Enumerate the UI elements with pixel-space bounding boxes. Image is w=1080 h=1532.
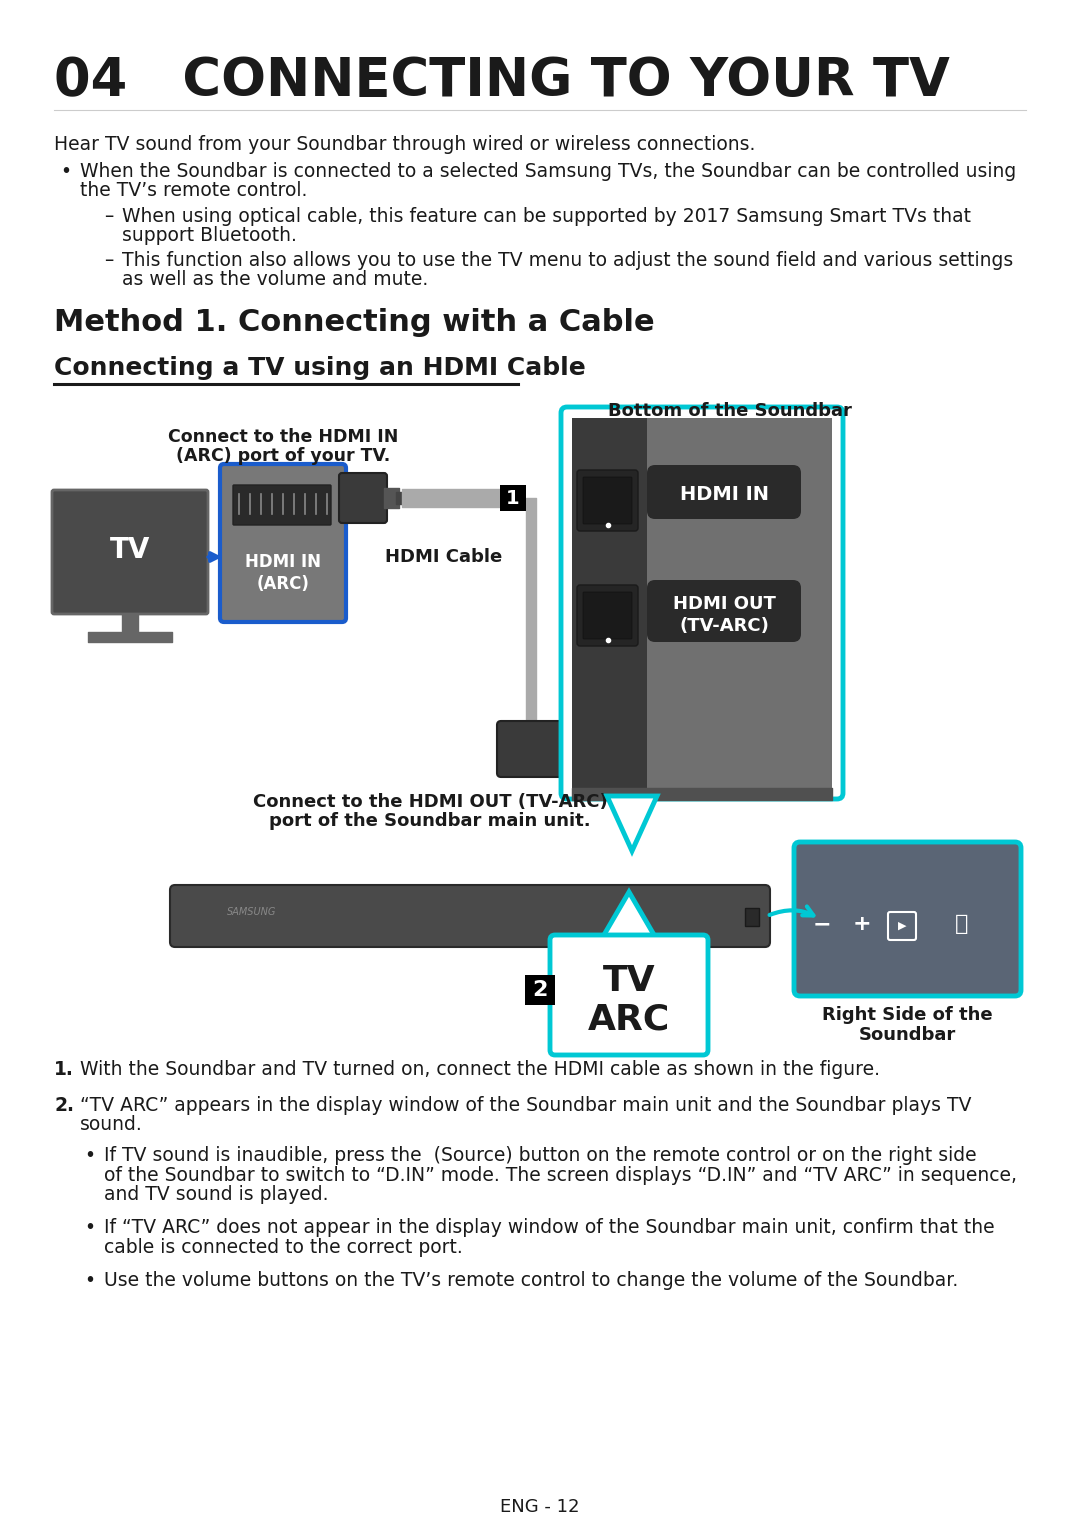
Bar (525, 974, 555, 1005)
Bar (572, 418, 832, 787)
Text: Method 1. Connecting with a Cable: Method 1. Connecting with a Cable (54, 308, 654, 337)
Text: Connect to the HDMI IN: Connect to the HDMI IN (167, 427, 399, 446)
Polygon shape (607, 797, 657, 850)
FancyBboxPatch shape (52, 490, 208, 614)
Text: Connecting a TV using an HDMI Cable: Connecting a TV using an HDMI Cable (54, 355, 585, 380)
Text: Use the volume buttons on the TV’s remote control to change the volume of the So: Use the volume buttons on the TV’s remot… (104, 1272, 958, 1290)
Text: •: • (60, 162, 71, 181)
Text: When using optical cable, this feature can be supported by 2017 Samsung Smart TV: When using optical cable, this feature c… (122, 207, 971, 227)
FancyBboxPatch shape (497, 722, 565, 777)
Text: –: – (104, 207, 113, 227)
Text: ⏻: ⏻ (956, 915, 969, 935)
FancyBboxPatch shape (561, 408, 843, 800)
FancyBboxPatch shape (577, 585, 638, 647)
Text: •: • (84, 1218, 95, 1236)
Text: support Bluetooth.: support Bluetooth. (122, 227, 297, 245)
FancyBboxPatch shape (647, 466, 801, 519)
Text: Right Side of the: Right Side of the (822, 1007, 993, 1023)
Text: the TV’s remote control.: the TV’s remote control. (80, 181, 308, 201)
Text: as well as the volume and mute.: as well as the volume and mute. (122, 270, 429, 290)
Text: “TV ARC” appears in the display window of the Soundbar main unit and the Soundba: “TV ARC” appears in the display window o… (80, 1095, 972, 1115)
Text: •: • (84, 1272, 95, 1290)
FancyBboxPatch shape (339, 473, 387, 522)
FancyBboxPatch shape (583, 591, 632, 639)
FancyBboxPatch shape (220, 464, 346, 622)
Text: Connect to the HDMI OUT (TV-ARC): Connect to the HDMI OUT (TV-ARC) (253, 794, 607, 810)
Text: HDMI Cable: HDMI Cable (386, 548, 502, 565)
Text: Soundbar: Soundbar (859, 1026, 956, 1043)
Text: –: – (104, 251, 113, 270)
Text: +: + (853, 915, 872, 935)
Text: With the Soundbar and TV turned on, connect the HDMI cable as shown in the figur: With the Soundbar and TV turned on, conn… (80, 1060, 880, 1079)
FancyArrowPatch shape (208, 553, 218, 561)
Text: If “TV ARC” does not appear in the display window of the Soundbar main unit, con: If “TV ARC” does not appear in the displ… (104, 1218, 995, 1236)
Bar (745, 908, 759, 925)
Text: (ARC) port of your TV.: (ARC) port of your TV. (176, 447, 390, 466)
Text: Hear TV sound from your Soundbar through wired or wireless connections.: Hear TV sound from your Soundbar through… (54, 135, 755, 155)
Text: 2.: 2. (54, 1095, 75, 1115)
FancyBboxPatch shape (577, 470, 638, 532)
Text: TV
ARC: TV ARC (588, 964, 670, 1036)
Text: ▶: ▶ (897, 921, 906, 931)
Text: TV: TV (110, 536, 150, 564)
FancyBboxPatch shape (583, 476, 632, 524)
FancyBboxPatch shape (233, 486, 330, 525)
Text: cable is connected to the correct port.: cable is connected to the correct port. (104, 1238, 462, 1256)
Text: and TV sound is played.: and TV sound is played. (104, 1184, 328, 1204)
Polygon shape (600, 892, 657, 941)
FancyBboxPatch shape (888, 912, 916, 941)
Text: 2: 2 (532, 980, 548, 1000)
Text: SAMSUNG: SAMSUNG (227, 907, 276, 918)
Text: When the Soundbar is connected to a selected Samsung TVs, the Soundbar can be co: When the Soundbar is connected to a sele… (80, 162, 1016, 181)
FancyBboxPatch shape (550, 935, 708, 1056)
Text: HDMI IN
(ARC): HDMI IN (ARC) (245, 553, 321, 593)
FancyBboxPatch shape (647, 581, 801, 642)
Text: −: − (812, 915, 832, 935)
Text: Bottom of the Soundbar: Bottom of the Soundbar (608, 401, 852, 420)
Bar (572, 418, 647, 787)
Text: 04   CONNECTING TO YOUR TV: 04 CONNECTING TO YOUR TV (54, 55, 950, 107)
Bar (500, 486, 526, 512)
Text: of the Soundbar to switch to “D.IN” mode. The screen displays “D.IN” and “TV ARC: of the Soundbar to switch to “D.IN” mode… (104, 1166, 1017, 1184)
Text: HDMI OUT
(TV-ARC): HDMI OUT (TV-ARC) (673, 594, 775, 636)
FancyBboxPatch shape (170, 885, 770, 947)
Text: 1: 1 (507, 489, 519, 507)
Text: HDMI IN: HDMI IN (679, 484, 769, 504)
Text: 1.: 1. (54, 1060, 73, 1079)
Text: sound.: sound. (80, 1115, 143, 1134)
Text: If TV sound is inaudible, press the  (Source) button on the remote control or on: If TV sound is inaudible, press the (Sou… (104, 1146, 976, 1164)
Text: •: • (84, 1146, 95, 1164)
FancyBboxPatch shape (794, 843, 1021, 996)
Text: ENG - 12: ENG - 12 (500, 1498, 580, 1517)
Text: This function also allows you to use the TV menu to adjust the sound field and v: This function also allows you to use the… (122, 251, 1013, 270)
Text: port of the Soundbar main unit.: port of the Soundbar main unit. (269, 812, 591, 830)
